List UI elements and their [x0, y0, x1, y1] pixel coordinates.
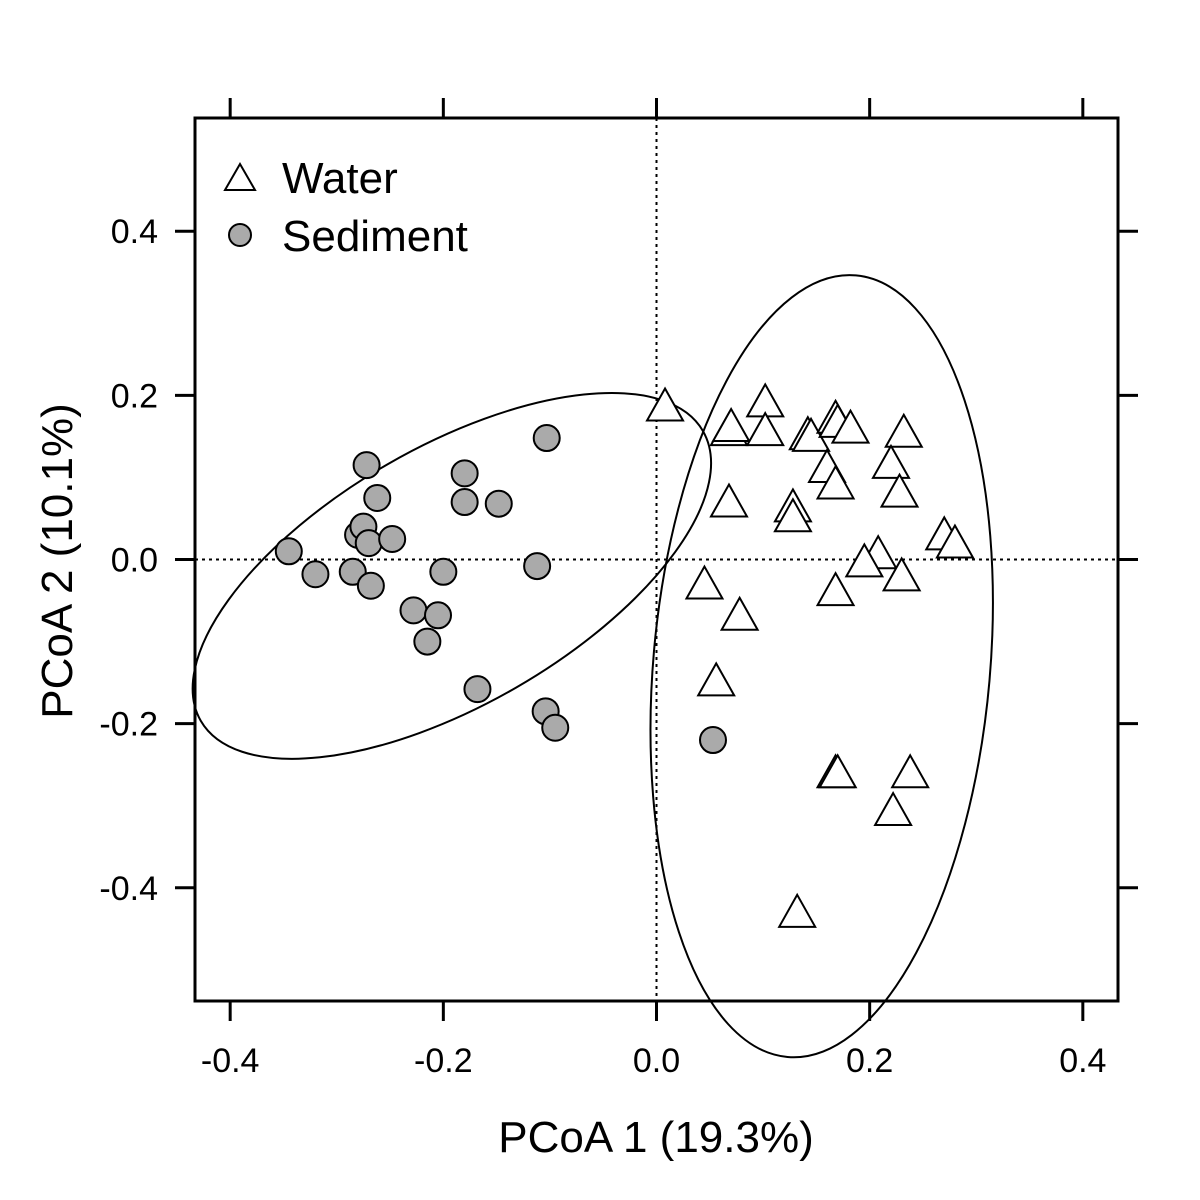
water-point	[884, 412, 924, 448]
water-point	[815, 464, 856, 500]
y-tick-label: 0.4	[111, 213, 158, 251]
sediment-point	[413, 627, 442, 656]
sediment-point	[363, 483, 392, 512]
sediment-point	[532, 424, 561, 453]
water-point	[645, 386, 685, 422]
water-point	[696, 661, 736, 697]
water-point	[881, 556, 922, 592]
y-tick-label: -0.2	[99, 706, 158, 744]
sediment-point	[352, 451, 381, 480]
confidence-ellipses	[191, 274, 994, 1059]
x-axis-title: PCoA 1 (19.3%)	[498, 1113, 814, 1162]
water-point	[709, 482, 749, 518]
water-point	[684, 564, 725, 600]
sediment-point	[356, 571, 385, 600]
sediment-point	[274, 537, 303, 566]
y-tick-label: 0.2	[111, 377, 158, 415]
sediment-point	[463, 675, 492, 704]
data-points	[274, 382, 975, 928]
water-point	[817, 753, 858, 789]
sediment-point	[484, 489, 513, 518]
legend-label-sediment: Sediment	[282, 212, 468, 261]
sediment-point	[354, 529, 383, 558]
water-point	[777, 892, 817, 928]
water-point	[935, 523, 975, 559]
x-tick-label: -0.4	[201, 1042, 260, 1080]
reference-lines	[195, 118, 1118, 1001]
sediment-point	[429, 557, 458, 586]
water-point	[773, 497, 813, 533]
y-axis-title: PCoA 2 (10.1%)	[33, 403, 82, 719]
legend-marker-sediment	[228, 223, 252, 247]
x-tick-label: 0.4	[1059, 1042, 1106, 1080]
water-point	[873, 791, 913, 827]
y-tick-label: 0.0	[111, 542, 158, 580]
x-tick-label: 0.2	[846, 1042, 893, 1080]
x-tick-label: -0.2	[414, 1042, 473, 1080]
sediment-point	[450, 488, 479, 517]
ellipse-sediment	[191, 391, 713, 760]
sediment-point	[378, 524, 407, 553]
sediment-point	[541, 713, 570, 742]
water-point	[830, 408, 871, 444]
water-point	[890, 753, 930, 789]
water-point	[844, 542, 885, 578]
x-tick-label: 0.0	[633, 1042, 680, 1080]
sediment-point	[399, 596, 428, 625]
axis-ticks: -0.4 -0.2 0.0 0.2 0.4 -0.4 -0.2 0.0 0.2 0.4	[99, 98, 1138, 1080]
sediment-point	[450, 459, 479, 488]
sediment-point	[523, 552, 552, 581]
water-point	[719, 595, 760, 631]
water-point	[711, 406, 751, 442]
water-point	[879, 472, 920, 508]
sediment-point	[698, 726, 727, 755]
y-tick-label: -0.4	[99, 870, 158, 908]
legend-label-water: Water	[282, 154, 398, 203]
sediment-point	[301, 560, 330, 589]
water-point	[871, 443, 911, 479]
water-point	[745, 411, 785, 447]
water-point	[815, 571, 856, 607]
sediment-point	[424, 601, 453, 630]
legend-marker-water	[223, 161, 257, 191]
legend: Water Sediment	[223, 154, 468, 261]
ellipse-water	[649, 274, 994, 1059]
